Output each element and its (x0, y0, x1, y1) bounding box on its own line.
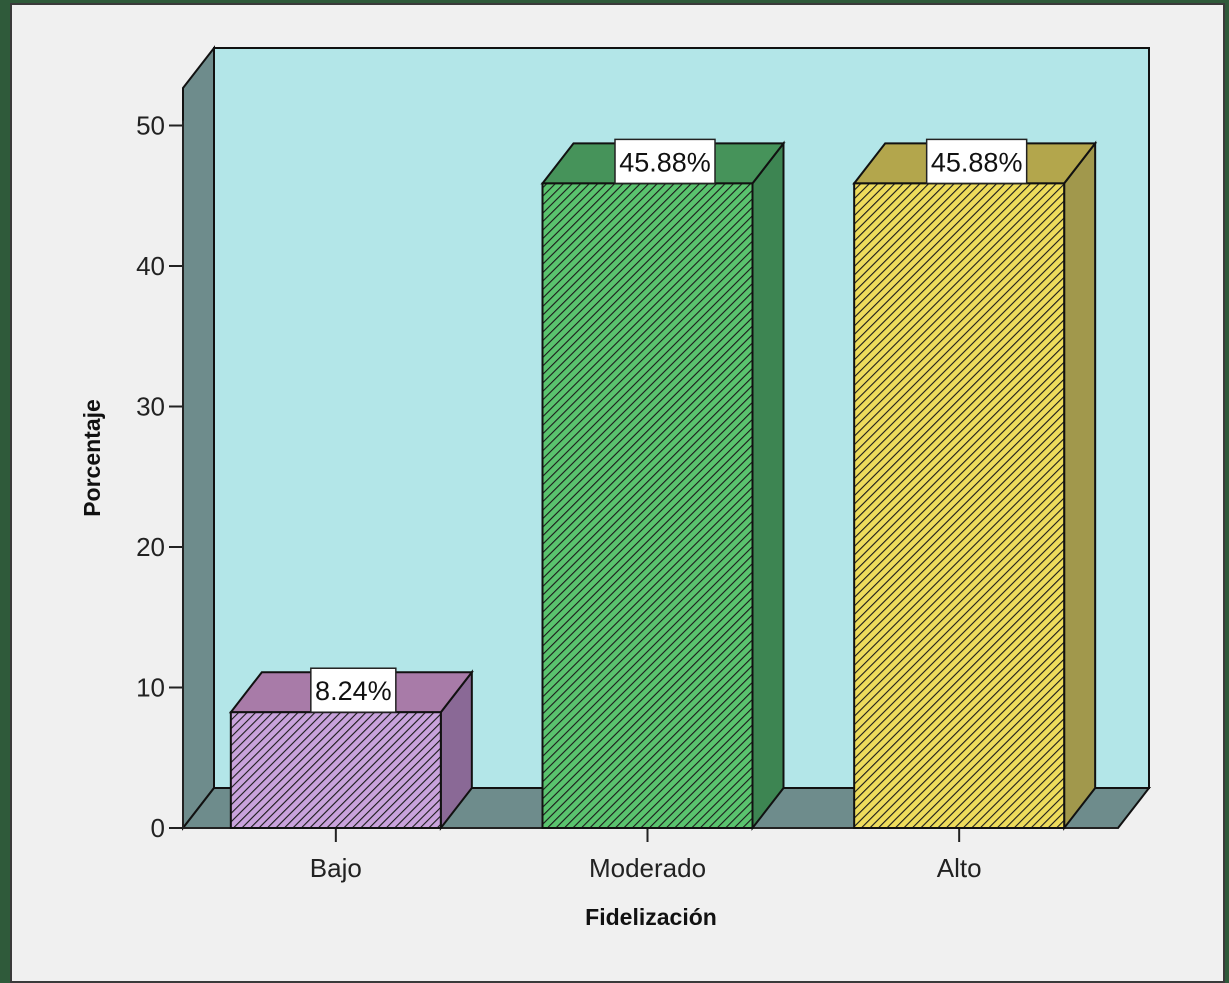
data-label-box (925, 138, 1028, 185)
bars (228, 140, 1098, 831)
data-label-box (614, 138, 716, 185)
bar-front (229, 711, 442, 830)
y-axis: 0 10 20 30 40 50 (136, 111, 184, 843)
y-axis-title: Porcentaje (79, 399, 105, 517)
bar-side (1063, 140, 1097, 831)
bar-front (853, 182, 1066, 830)
y-tick-label: 20 (136, 532, 165, 562)
x-tick-label: Moderado (589, 853, 706, 883)
bar-side (751, 140, 785, 831)
bar-moderado (540, 140, 786, 831)
y-tick-label: 0 (151, 813, 165, 843)
x-tick-label: Bajo (310, 853, 362, 883)
x-axis-title: Fidelización (585, 904, 717, 930)
bar-alto (852, 140, 1098, 831)
data-label-text: 45.88% (619, 147, 711, 177)
y-tick-label: 50 (136, 111, 165, 141)
data-label: 45.88% (925, 138, 1028, 185)
y-tick-label: 30 (136, 392, 165, 422)
data-label: 45.88% (614, 138, 716, 185)
data-label-box (310, 667, 397, 713)
data-labels: 8.24% 45.88% 45.88% (310, 138, 1028, 713)
bar-front (541, 182, 754, 830)
x-axis: Bajo Moderado Alto (183, 827, 1118, 883)
y-tick-label: 10 (136, 673, 165, 703)
data-label-text: 8.24% (315, 676, 392, 706)
x-tick-label: Alto (937, 853, 982, 883)
data-label-text: 45.88% (931, 147, 1023, 177)
side-wall (182, 45, 215, 831)
y-tick-label: 40 (136, 251, 165, 281)
data-label: 8.24% (310, 667, 397, 713)
